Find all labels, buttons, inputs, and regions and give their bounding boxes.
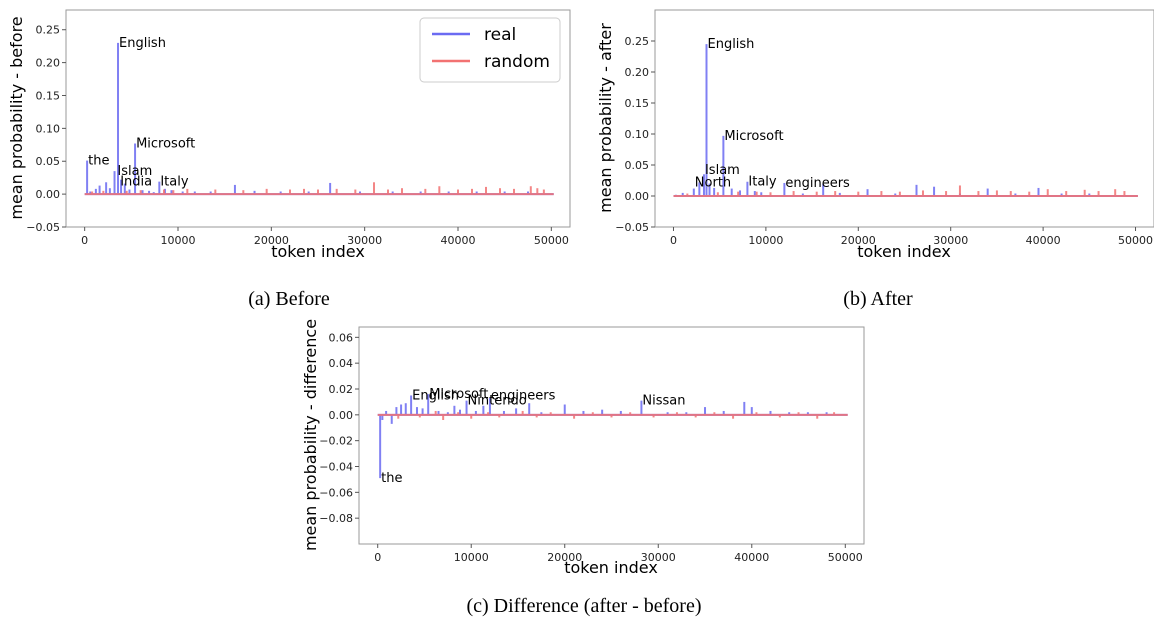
y-axis-label: mean probability - after: [596, 23, 615, 213]
x-tick-label: 30000: [933, 234, 968, 247]
x-tick-label: 30000: [641, 551, 676, 564]
y-axis-label: mean probability - before: [7, 16, 26, 219]
y-tick-label: 0.06: [329, 331, 354, 344]
annotation-label: Islam: [117, 164, 152, 179]
annotation-label: English: [119, 36, 166, 51]
y-tick-label: 0.05: [36, 155, 61, 168]
annotation-label: Nintendo: [468, 394, 527, 409]
caption-after: (b) After: [843, 288, 913, 310]
annotation-label: the: [88, 154, 109, 169]
legend-label-real: real: [484, 25, 516, 45]
legend: real random: [419, 17, 561, 83]
annotation-label: Nissan: [642, 394, 685, 409]
annotation-label: Islam: [705, 163, 740, 178]
annotation-label: engineers: [785, 176, 850, 191]
panel-before: 0 10000 20000 30000 40000 50000 −0.05 0.00 0.05 0…: [7, 9, 571, 261]
x-tick-label: 10000: [454, 551, 489, 564]
series-random: [377, 410, 848, 420]
legend-label-random: random: [484, 52, 550, 72]
panel-difference: 0 10000 20000 30000 40000 50000 −0.08 −0.06 −0.0…: [301, 319, 865, 577]
x-tick-label: 20000: [254, 234, 289, 247]
annotation-label: India: [120, 175, 152, 190]
x-tick-label: 0: [670, 234, 677, 247]
x-tick-label: 50000: [1118, 234, 1153, 247]
y-tick-label: 0.20: [36, 57, 61, 70]
x-tick-label: 0: [374, 551, 381, 564]
y-tick-label: −0.04: [319, 461, 353, 474]
y-tick-label: 0.15: [625, 97, 650, 110]
y-tick-label: 0.20: [625, 66, 650, 79]
y-tick-label: −0.05: [615, 221, 649, 234]
x-tick-label: 40000: [441, 234, 476, 247]
annotation-label: Microsoft: [429, 387, 488, 402]
x-tick-label: 50000: [828, 551, 863, 564]
plot-frame: [654, 9, 1154, 228]
y-tick-label: 0.00: [36, 188, 61, 201]
annotation-label: the: [381, 471, 402, 486]
x-tick-label: 50000: [534, 234, 569, 247]
x-tick-label: 20000: [547, 551, 582, 564]
series-random: [673, 185, 1138, 197]
y-tick-label: 0.15: [36, 89, 61, 102]
x-tick-label: 40000: [734, 551, 769, 564]
y-tick-label: 0.10: [625, 128, 650, 141]
y-tick-label: 0.04: [329, 357, 354, 370]
x-tick-label: 10000: [161, 234, 196, 247]
caption-difference: (c) Difference (after - before): [466, 595, 701, 617]
panel-after: 0 10000 20000 30000 40000 50000 −0.05 0.00 0.05 0…: [596, 9, 1154, 261]
x-tick-label: 30000: [347, 234, 382, 247]
annotation-label: Microsoft: [724, 129, 783, 144]
plot-frame: [358, 326, 865, 545]
annotation-label: North: [695, 175, 731, 190]
annotation-label: English: [412, 388, 459, 403]
x-axis-label: token index: [564, 558, 658, 577]
y-tick-label: 0.02: [329, 383, 354, 396]
x-tick-label: 10000: [748, 234, 783, 247]
y-tick-label: −0.06: [319, 486, 353, 499]
y-axis-label: mean probability - difference: [301, 319, 320, 551]
series-real: [673, 44, 1138, 197]
plot-frame: [65, 9, 571, 228]
annotation-label: English: [707, 37, 754, 52]
x-tick-label: 20000: [841, 234, 876, 247]
x-axis-label: token index: [271, 242, 365, 261]
caption-before: (a) Before: [248, 288, 330, 310]
y-tick-label: −0.05: [26, 221, 60, 234]
annotation-label: Microsoft: [136, 136, 195, 151]
y-tick-label: 0.25: [625, 35, 650, 48]
annotation-label: Italy: [160, 175, 189, 190]
x-tick-label: 0: [81, 234, 88, 247]
annotation-label: engineers: [491, 388, 556, 403]
y-tick-label: 0.10: [36, 122, 61, 135]
y-tick-label: 0.00: [625, 190, 650, 203]
x-tick-label: 40000: [1026, 234, 1061, 247]
annotation-label: Italy: [748, 175, 777, 190]
y-tick-label: −0.02: [319, 435, 353, 448]
y-tick-label: 0.00: [329, 409, 354, 422]
y-tick-label: −0.08: [319, 512, 353, 525]
series-random: [84, 182, 554, 196]
y-tick-label: 0.25: [36, 24, 61, 37]
x-axis-label: token index: [857, 242, 951, 261]
series-real: [377, 394, 848, 479]
y-tick-label: 0.05: [625, 159, 650, 172]
